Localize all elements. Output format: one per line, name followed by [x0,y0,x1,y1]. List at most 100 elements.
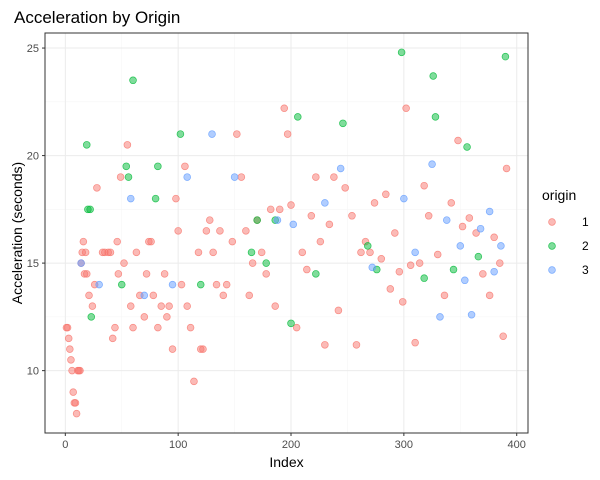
data-point-origin-1 [292,323,301,332]
data-point-origin-1 [79,237,88,246]
data-point-origin-1 [76,366,84,375]
data-point-origin-1 [465,214,474,222]
chart-title: Acceleration by Origin [14,8,180,27]
data-point-origin-1 [168,345,177,353]
data-point-origin-1 [147,237,155,246]
data-point-origin-1 [248,259,257,267]
legend-key-origin-3 [548,266,556,274]
data-point-origin-2 [83,141,91,149]
data-point-origin-2 [294,113,302,121]
data-point-origin-1 [490,233,498,242]
data-point-origin-1 [160,270,169,278]
data-point-origin-1 [395,267,404,276]
data-point-origin-1 [366,248,374,257]
data-point-origin-1 [321,341,329,349]
data-point-origin-1 [275,205,284,214]
data-point-origin-3 [168,280,177,289]
data-point-origin-1 [71,399,80,407]
data-point-origin-1 [106,248,115,257]
data-point-origin-1 [67,356,75,364]
data-point-origin-1 [209,248,217,257]
data-point-origin-1 [83,270,91,278]
y-axis-title: Acceleration (seconds) [9,162,25,304]
data-point-origin-2 [463,143,471,151]
data-point-origin-3 [400,194,408,203]
data-point-origin-3 [436,313,444,321]
data-point-origin-3 [411,248,419,257]
data-point-origin-1 [132,248,141,257]
data-point-origin-1 [72,409,81,418]
data-point-origin-1 [341,184,349,192]
data-point-origin-1 [85,291,93,300]
data-point-origin-1 [123,141,132,149]
data-point-origin-3 [140,291,149,300]
data-point-origin-1 [496,259,504,267]
data-point-origin-2 [474,252,483,261]
data-point-origin-1 [194,248,203,257]
data-point-origin-3 [289,220,298,229]
data-point-origin-1 [266,205,275,214]
data-point-origin-1 [242,227,250,235]
data-point-origin-3 [490,267,498,276]
data-point-origin-1 [140,313,149,321]
legend-key-origin-2 [548,242,556,250]
data-point-origin-2 [154,162,162,171]
data-point-origin-1 [370,199,379,207]
legend-label-origin-2: 2 [582,239,589,253]
data-point-origin-1 [216,227,224,235]
data-point-origin-1 [177,280,186,289]
data-point-origin-3 [77,259,85,267]
data-point-origin-1 [357,248,365,257]
legend-title: origin [542,187,576,203]
x-tick-label: 300 [395,439,413,451]
data-point-origin-1 [181,162,189,171]
data-point-origin-2 [431,113,440,121]
data-point-origin-3 [230,173,239,181]
data-point-origin-3 [336,164,345,173]
data-point-origin-2 [253,216,261,224]
grid-lines [45,33,528,433]
data-point-origin-2 [397,48,406,57]
data-point-origin-1 [120,259,128,267]
data-point-origin-1 [237,173,246,181]
data-point-origin-3 [208,130,216,138]
data-point-origin-3 [442,216,451,224]
data-point-origin-1 [149,291,158,300]
data-point-origin-1 [472,229,480,237]
data-point-origin-2 [87,313,96,321]
x-tick-label: 400 [508,439,526,451]
data-point-origin-1 [245,291,254,300]
data-point-origin-1 [199,345,207,353]
data-point-origin-1 [93,184,101,192]
x-tick-label: 200 [282,439,300,451]
legend-key-origin-1 [548,218,556,226]
data-point-origin-1 [420,181,428,190]
data-point-origin-1 [398,298,407,306]
x-tick-label: 100 [169,439,187,451]
data-point-origin-2 [449,265,458,274]
data-point-origin-2 [420,274,428,282]
data-point-origin-1 [108,334,117,343]
data-point-origin-3 [476,224,485,233]
data-point-origin-1 [63,323,72,332]
data-point-origin-1 [172,194,180,203]
data-point-origin-3 [467,310,476,319]
data-point-origin-3 [461,276,469,285]
legend: origin 1 2 3 [542,187,589,280]
data-point-origin-3 [428,160,436,168]
data-point-origin-1 [502,164,511,173]
data-point-origin-2 [501,52,510,61]
data-point-origin-1 [190,377,198,386]
data-point-origin-1 [352,341,361,349]
data-point-origin-1 [424,212,433,220]
data-point-origin-1 [458,222,467,231]
y-tick-label: 15 [27,258,39,270]
data-point-origin-1 [113,237,121,246]
data-point-origin-1 [447,199,456,207]
data-point-origin-2 [124,173,133,181]
data-point-origin-3 [497,242,505,250]
data-point-origin-1 [303,265,311,274]
data-point-origin-1 [257,248,266,257]
data-point-origin-2 [247,248,256,257]
data-point-origin-1 [325,220,334,229]
